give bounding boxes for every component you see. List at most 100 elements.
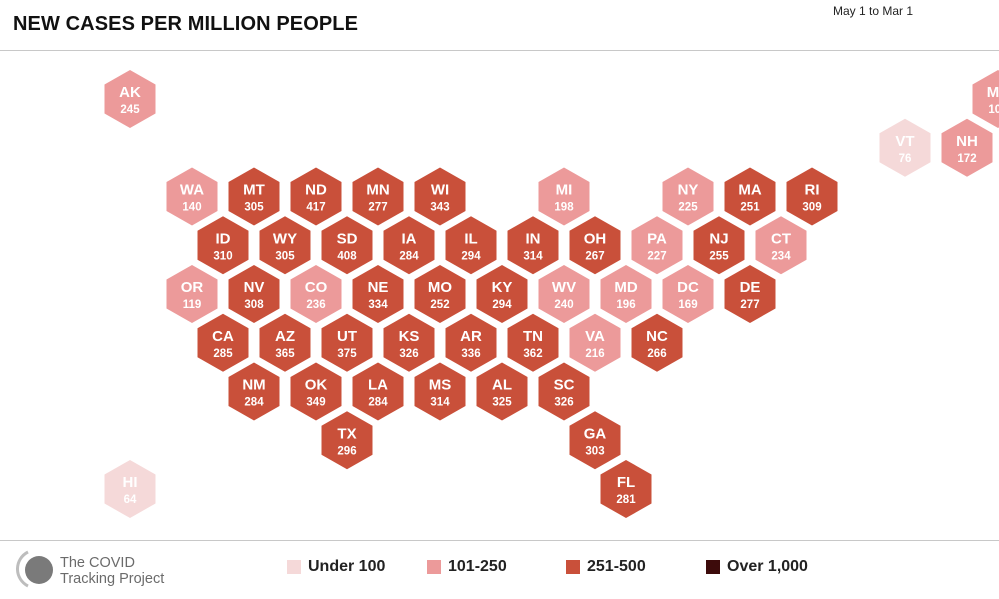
state-hex-shape [321, 411, 373, 470]
state-hex-shape [352, 167, 404, 226]
state-value-label: 325 [492, 397, 512, 409]
state-value-label: 305 [275, 250, 295, 262]
state-hex-md: MD 196 [600, 265, 652, 323]
state-value-label: 284 [399, 250, 419, 262]
state-abbr-label: OH [584, 230, 607, 247]
state-hex-co: CO 236 [290, 265, 342, 323]
state-abbr-label: IN [526, 230, 541, 247]
state-abbr-label: NY [678, 182, 699, 199]
state-abbr-label: TN [523, 328, 543, 345]
state-value-label: 240 [554, 299, 573, 311]
state-value-label: 236 [306, 299, 325, 311]
state-hex-ut: UT 375 [321, 313, 373, 372]
state-hex-shape [259, 313, 311, 372]
state-hex-shape [538, 265, 590, 323]
state-abbr-label: HI [123, 474, 138, 491]
state-hex-wi: WI 343 [414, 167, 466, 226]
state-hex-shape [476, 265, 528, 323]
state-hex-nv: NV 308 [228, 265, 280, 323]
state-hex-shape [724, 265, 776, 323]
state-value-label: 119 [183, 299, 202, 311]
state-hex-sc: SC 326 [538, 362, 590, 421]
state-hex-al: AL 325 [476, 362, 528, 421]
legend-item-over-1000: Over 1,000 [706, 558, 808, 576]
state-abbr-label: ND [305, 182, 327, 199]
state-hex-shape [538, 167, 590, 226]
state-hex-shape [228, 265, 280, 323]
state-hex-shape [290, 265, 342, 323]
state-hex-shape [352, 265, 404, 323]
state-value-label: 227 [647, 250, 666, 262]
hex-tile-map: AK 245 ME 107 VT 76 NH 172 WA 140 MT 305 ND 417 MN 277 W… [104, 70, 999, 518]
state-hex-la: LA 284 [352, 362, 404, 421]
state-abbr-label: UT [337, 328, 357, 345]
state-hex-fl: FL 281 [600, 460, 652, 518]
state-value-label: 375 [337, 348, 357, 360]
state-abbr-label: MI [556, 182, 573, 199]
legend-swatch [706, 560, 720, 574]
state-value-label: 285 [213, 348, 233, 360]
state-abbr-label: NV [244, 279, 265, 296]
state-abbr-label: DE [740, 279, 761, 296]
state-hex-shape [631, 216, 683, 275]
state-abbr-label: SD [337, 230, 358, 247]
state-hex-shape [507, 216, 559, 275]
state-value-label: 309 [802, 202, 821, 214]
state-hex-shape [290, 167, 342, 226]
state-abbr-label: WA [180, 182, 204, 199]
state-abbr-label: NC [646, 328, 668, 345]
state-abbr-label: WV [552, 279, 576, 296]
state-abbr-label: LA [368, 377, 388, 394]
state-value-label: 216 [585, 348, 604, 360]
footer-divider [0, 540, 999, 541]
state-hex-shape [600, 265, 652, 323]
state-abbr-label: DC [677, 279, 699, 296]
state-abbr-label: WY [273, 230, 297, 247]
state-hex-shape [228, 167, 280, 226]
state-abbr-label: NJ [709, 230, 728, 247]
state-hex-shape [569, 411, 621, 470]
state-hex-tn: TN 362 [507, 313, 559, 372]
state-value-label: 245 [120, 104, 140, 116]
state-value-label: 305 [244, 202, 264, 214]
state-value-label: 334 [368, 299, 388, 311]
state-abbr-label: IL [464, 230, 477, 247]
state-hex-nc: NC 266 [631, 313, 683, 372]
state-value-label: 417 [306, 202, 325, 214]
state-hex-shape [104, 460, 156, 518]
state-hex-mi: MI 198 [538, 167, 590, 226]
state-hex-shape [414, 265, 466, 323]
date-range: May 1 to Mar 1 [833, 4, 914, 18]
header-divider [0, 50, 999, 51]
state-abbr-label: CA [212, 328, 234, 345]
state-abbr-label: OK [305, 377, 328, 394]
brand-line-1: The COVID [60, 555, 135, 571]
state-hex-shape [879, 118, 931, 177]
state-hex-ak: AK 245 [104, 70, 156, 128]
state-hex-oh: OH 267 [569, 216, 621, 275]
state-hex-shape [631, 313, 683, 372]
state-hex-shape [321, 313, 373, 372]
state-hex-ia: IA 284 [383, 216, 435, 275]
state-value-label: 308 [244, 299, 264, 311]
state-abbr-label: PA [647, 230, 667, 247]
state-hex-shape [538, 362, 590, 421]
state-hex-shape [600, 460, 652, 518]
state-value-label: 198 [554, 202, 574, 214]
state-hex-nm: NM 284 [228, 362, 280, 421]
state-hex-shape [972, 70, 999, 128]
state-abbr-label: SC [554, 377, 575, 394]
state-value-label: 408 [337, 250, 357, 262]
state-hex-vt: VT 76 [879, 118, 931, 177]
state-abbr-label: KS [399, 328, 420, 345]
state-value-label: 172 [957, 153, 976, 165]
state-hex-shape [197, 313, 249, 372]
state-value-label: 225 [678, 202, 698, 214]
state-value-label: 266 [647, 348, 666, 360]
state-hex-mn: MN 277 [352, 167, 404, 226]
state-value-label: 169 [678, 299, 697, 311]
covid-tracking-logo-icon [16, 550, 53, 588]
state-value-label: 336 [461, 348, 480, 360]
state-hex-va: VA 216 [569, 313, 621, 372]
state-abbr-label: WI [431, 182, 449, 199]
